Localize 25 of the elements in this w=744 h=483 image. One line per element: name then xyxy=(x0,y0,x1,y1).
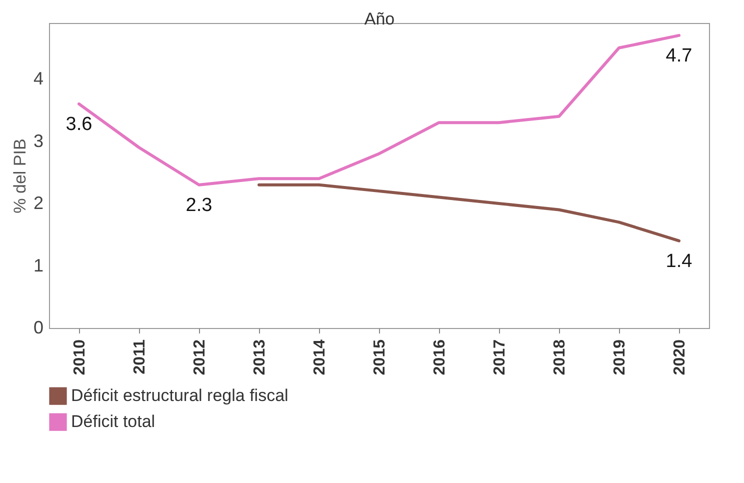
y-tick-label: 2 xyxy=(33,193,44,214)
data-label: 4.7 xyxy=(666,45,692,66)
line-series xyxy=(258,183,680,242)
x-tick-label: 2014 xyxy=(312,339,328,376)
x-tick-label: 2013 xyxy=(252,339,268,376)
x-tick-label: 2017 xyxy=(492,339,508,376)
x-tick-label: 2020 xyxy=(672,339,688,376)
legend-label: Déficit estructural regla fiscal xyxy=(71,386,288,405)
y-tick-label: 0 xyxy=(33,318,44,338)
data-label: 2.3 xyxy=(186,194,212,216)
legend-label: Déficit total xyxy=(71,412,156,431)
y-tick-label: 3 xyxy=(33,130,44,151)
y-tick-label: 4 xyxy=(33,68,44,89)
x-tick-label: 2012 xyxy=(192,339,208,376)
y-tick-label: 1 xyxy=(33,255,44,276)
x-axis-title: Año xyxy=(364,10,395,28)
x-tick-label: 2011 xyxy=(132,339,148,374)
y-axis-title: % del PIB xyxy=(10,138,30,214)
x-tick-label: 2016 xyxy=(432,339,448,376)
x-tick-label: 2010 xyxy=(72,339,88,376)
x-tick-label: 2015 xyxy=(372,339,388,376)
data-label: 1.4 xyxy=(666,250,693,272)
x-tick-label: 2018 xyxy=(552,339,568,376)
data-label: 3.6 xyxy=(66,114,92,135)
x-tick-label: 2019 xyxy=(612,339,628,376)
